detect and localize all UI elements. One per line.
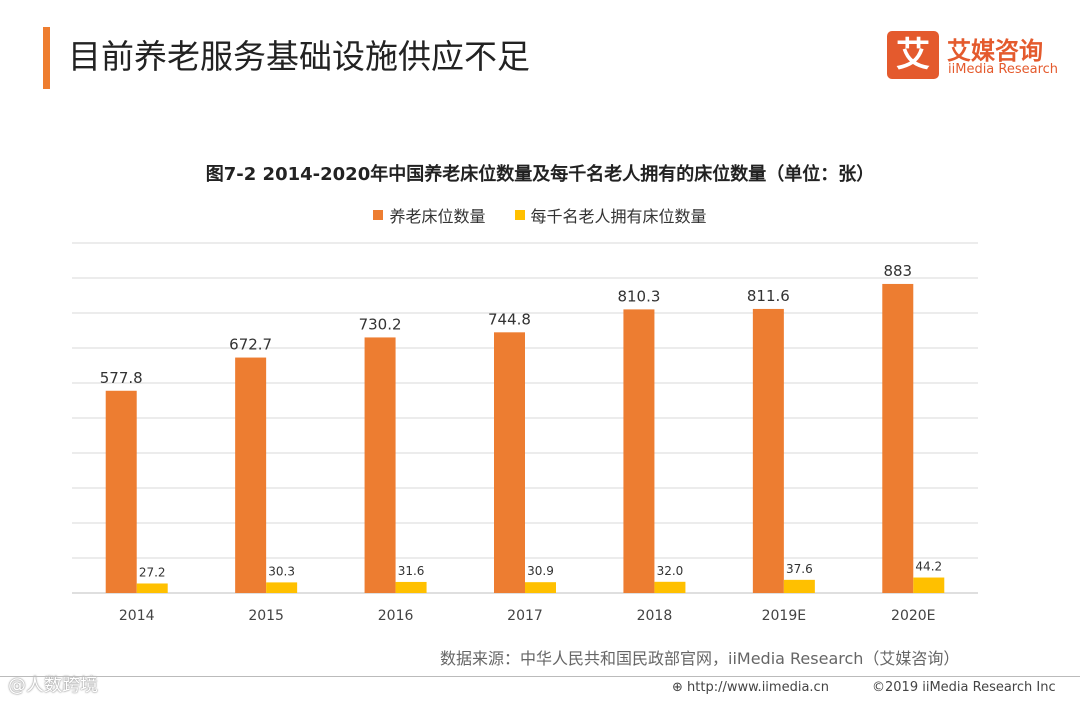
legend-swatch-orange <box>373 210 384 220</box>
chart-legend: 养老床位数量 每千名老人拥有床位数量 <box>0 203 1080 227</box>
data-label-beds-2020E: 883 <box>883 262 912 280</box>
footer-divider <box>0 676 1080 677</box>
legend-item-per-thousand: 每千名老人拥有床位数量 <box>514 203 707 227</box>
legend-swatch-yellow <box>514 210 525 220</box>
watermark-text: @人数跨境 <box>8 675 98 696</box>
data-label-per-thousand-2015: 30.3 <box>268 564 295 578</box>
x-tick-label-2018: 2018 <box>637 608 673 624</box>
bar-per-thousand-2017 <box>525 582 556 593</box>
footer-copyright: ©2019 iiMedia Research Inc <box>872 680 1056 695</box>
legend-label-per-thousand: 每千名老人拥有床位数量 <box>530 207 707 226</box>
footer-url-text: http://www.iimedia.cn <box>687 680 829 695</box>
bar-beds-2019E <box>752 308 784 593</box>
bar-per-thousand-2015 <box>266 582 298 593</box>
x-tick-label-2014: 2014 <box>119 608 155 624</box>
bar-beds-2020E <box>882 283 914 593</box>
data-label-per-thousand-2020E: 44.2 <box>915 560 942 574</box>
footer-url-link[interactable]: ⊕ http://www.iimedia.cn <box>672 680 829 695</box>
logo-name-en: iiMedia Research <box>948 62 1059 77</box>
bar-per-thousand-2020E <box>913 577 945 593</box>
title-accent-bar <box>43 27 50 89</box>
data-label-beds-2015: 672.7 <box>229 336 272 354</box>
bar-per-thousand-2016 <box>395 581 427 593</box>
x-tick-label-2020E: 2020E <box>891 608 935 624</box>
data-label-per-thousand-2014: 27.2 <box>139 565 166 579</box>
data-label-beds-2018: 810.3 <box>617 287 660 305</box>
bar-beds-2016 <box>364 337 396 593</box>
bar-per-thousand-2018 <box>654 581 686 593</box>
chart-title: 图7-2 2014-2020年中国养老床位数量及每千名老人拥有的床位数量（单位：… <box>205 164 875 185</box>
page-title: 目前养老服务基础设施供应不足 <box>68 37 530 76</box>
data-label-beds-2019E: 811.6 <box>747 287 790 305</box>
bar-per-thousand-2014 <box>136 583 168 593</box>
bar-per-thousand-2019E <box>783 579 815 593</box>
legend-label-beds: 养老床位数量 <box>389 207 486 226</box>
legend-item-beds: 养老床位数量 <box>373 203 485 227</box>
data-label-per-thousand-2016: 31.6 <box>398 564 425 578</box>
data-label-beds-2014: 577.8 <box>100 369 143 387</box>
logo-name-cn: 艾媒咨询 <box>947 37 1043 65</box>
data-label-per-thousand-2017: 30.9 <box>527 564 554 578</box>
data-label-per-thousand-2019E: 37.6 <box>786 562 813 576</box>
data-label-beds-2017: 744.8 <box>488 310 531 328</box>
brand-logo: 艾 艾媒咨询 iiMedia Research <box>887 31 1062 83</box>
bar-beds-2014 <box>105 390 137 593</box>
data-source: 数据来源：中华人民共和国民政部官网，iiMedia Research（艾媒咨询） <box>440 649 960 668</box>
data-label-per-thousand-2018: 32.0 <box>657 564 684 578</box>
x-tick-label-2016: 2016 <box>378 608 414 624</box>
bar-beds-2015 <box>235 357 267 593</box>
logo-mark-icon: 艾 <box>887 31 939 79</box>
x-tick-label-2015: 2015 <box>248 608 284 624</box>
bar-beds-2017 <box>494 332 525 593</box>
data-label-beds-2016: 730.2 <box>359 315 402 333</box>
x-tick-label-2017: 2017 <box>507 608 543 624</box>
globe-icon: ⊕ <box>672 680 688 695</box>
bar-beds-2018 <box>623 309 655 593</box>
x-tick-label-2019E: 2019E <box>762 608 806 624</box>
